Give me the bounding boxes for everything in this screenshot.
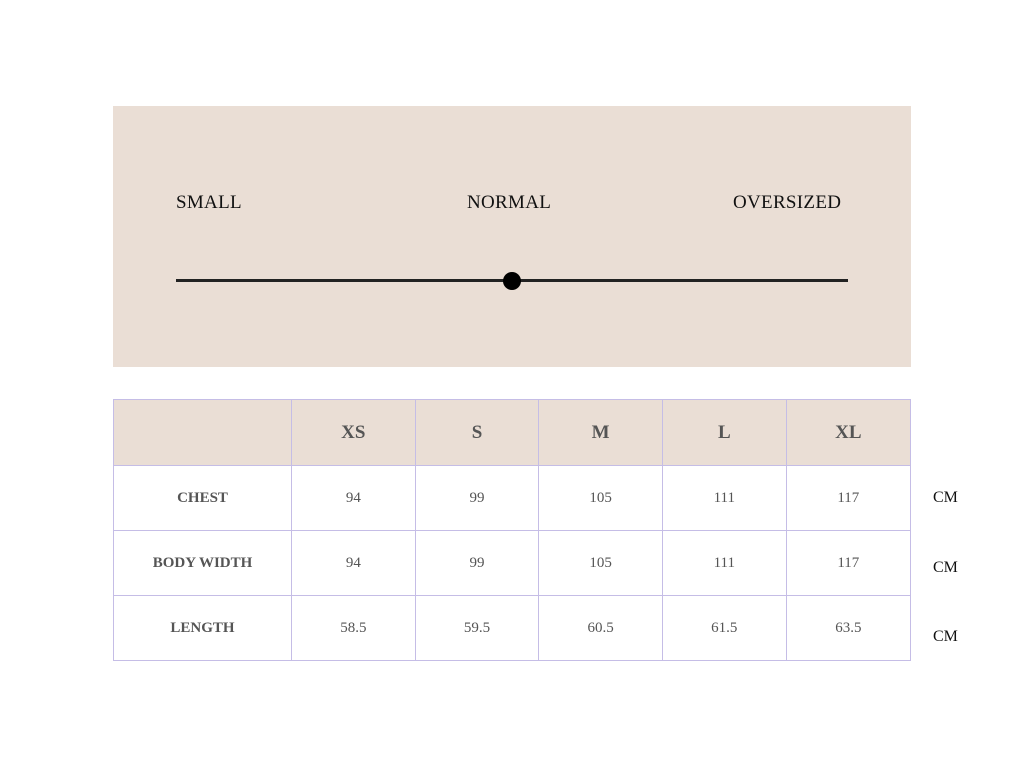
row-label: LENGTH	[113, 595, 292, 661]
table-row: CHEST 94 99 105 111 117	[113, 465, 912, 531]
unit-label: CM	[933, 489, 958, 506]
header-l: L	[661, 399, 787, 466]
unit-label: CM	[933, 628, 958, 645]
cell: 63.5	[785, 595, 912, 661]
unit-label: CM	[933, 559, 958, 576]
cell: 59.5	[414, 595, 540, 661]
size-table: XS S M L XL CHEST 94 99 105 111 117 BODY…	[113, 399, 912, 661]
header-s: S	[414, 399, 540, 466]
cell: 94	[291, 530, 416, 596]
cell: 99	[414, 530, 540, 596]
fit-label-normal: NORMAL	[467, 192, 552, 213]
row-label: CHEST	[113, 465, 292, 531]
cell: 61.5	[661, 595, 787, 661]
header-blank	[113, 399, 292, 466]
cell: 105	[538, 465, 663, 531]
cell: 60.5	[538, 595, 663, 661]
cell: 111	[661, 465, 787, 531]
cell: 99	[414, 465, 540, 531]
cell: 117	[785, 530, 912, 596]
header-xs: XS	[291, 399, 416, 466]
cell: 105	[538, 530, 663, 596]
cell: 58.5	[291, 595, 416, 661]
table-row: BODY WIDTH 94 99 105 111 117	[113, 530, 912, 596]
cell: 111	[661, 530, 787, 596]
fit-label-small: SMALL	[176, 192, 242, 213]
cell: 94	[291, 465, 416, 531]
header-m: M	[538, 399, 663, 466]
fit-slider-knob	[503, 272, 521, 290]
cell: 117	[785, 465, 912, 531]
header-xl: XL	[785, 399, 912, 466]
table-header-row: XS S M L XL	[113, 399, 912, 466]
table-row: LENGTH 58.5 59.5 60.5 61.5 63.5	[113, 595, 912, 661]
row-label: BODY WIDTH	[113, 530, 292, 596]
fit-scale-panel	[113, 106, 911, 367]
fit-label-oversized: OVERSIZED	[733, 192, 842, 213]
